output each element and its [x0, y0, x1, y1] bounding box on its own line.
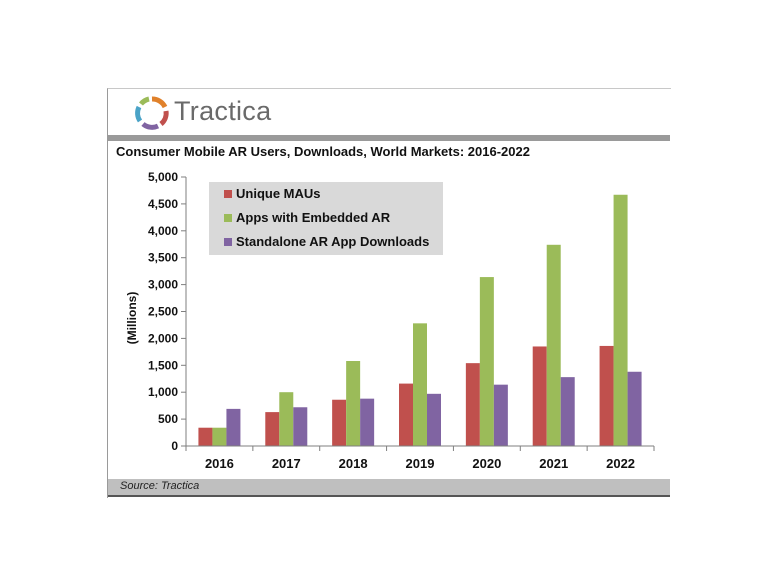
bar [226, 408, 241, 446]
bar [279, 392, 294, 446]
legend: Unique MAUs Apps with Embedded AR Standalo… [209, 182, 443, 255]
source-bar: Source: Tractica [108, 479, 670, 495]
bar [399, 383, 413, 446]
bar [198, 427, 213, 446]
legend-swatch [224, 190, 232, 198]
bar-chart: 0 500 1,000 1,500 2,000 2,500 3,000 3,500 4,000 4… [125, 170, 655, 471]
bar [479, 277, 494, 446]
y-tick-label: 1,000 [148, 385, 178, 399]
bar [293, 407, 308, 446]
chart-frame [107, 88, 671, 498]
bar [265, 412, 280, 446]
y-tick-label: 2,500 [148, 305, 178, 319]
bar [346, 360, 361, 446]
bar [560, 377, 575, 446]
y-tick-label: 4,000 [148, 224, 178, 238]
y-axis-label: (Millions) [125, 292, 139, 345]
y-tick-label: 3,000 [148, 278, 178, 292]
x-axis: 2016 2017 2018 2019 2020 2021 2022 [185, 445, 655, 471]
y-tick-label: 0 [171, 439, 178, 453]
x-tick-label: 2022 [606, 456, 635, 471]
source-label: Source: Tractica [120, 480, 200, 492]
y-tick-label: 2,000 [148, 331, 178, 345]
y-axis: 0 500 1,000 1,500 2,000 2,500 3,000 3,500 4,000 4… [148, 170, 187, 453]
bar-series [198, 194, 642, 446]
bar [465, 363, 480, 446]
tractica-ring-icon [135, 96, 169, 130]
legend-swatch [224, 238, 232, 246]
y-tick-label: 5,000 [148, 170, 178, 184]
bar [413, 323, 427, 446]
y-tick-label: 3,500 [148, 251, 178, 265]
bar [627, 371, 642, 446]
bar [532, 346, 547, 446]
x-tick-label: 2020 [472, 456, 501, 471]
bar [613, 194, 628, 446]
bar [599, 345, 614, 446]
y-tick-label: 500 [158, 412, 178, 426]
brand-name: Tractica [174, 96, 272, 126]
bar [493, 384, 508, 446]
bar [427, 393, 441, 446]
x-tick-label: 2019 [406, 456, 435, 471]
x-tick-label: 2021 [539, 456, 568, 471]
bar [360, 398, 375, 446]
bottom-rule [108, 495, 670, 497]
legend-label: Apps with Embedded AR [236, 210, 391, 225]
y-tick-label: 4,500 [148, 197, 178, 211]
x-tick-label: 2016 [205, 456, 234, 471]
bar [332, 399, 347, 446]
y-tick-label: 1,500 [148, 358, 178, 372]
bar [212, 427, 227, 446]
header-rule [108, 135, 670, 141]
x-tick-label: 2018 [339, 456, 368, 471]
legend-label: Unique MAUs [236, 186, 321, 201]
bar [546, 244, 561, 446]
legend-swatch [224, 214, 232, 222]
tractica-logo: Tractica [134, 94, 314, 134]
legend-label: Standalone AR App Downloads [236, 234, 429, 249]
chart-title: Consumer Mobile AR Users, Downloads, Wor… [116, 144, 530, 159]
legend-box [209, 182, 443, 255]
x-tick-label: 2017 [272, 456, 301, 471]
